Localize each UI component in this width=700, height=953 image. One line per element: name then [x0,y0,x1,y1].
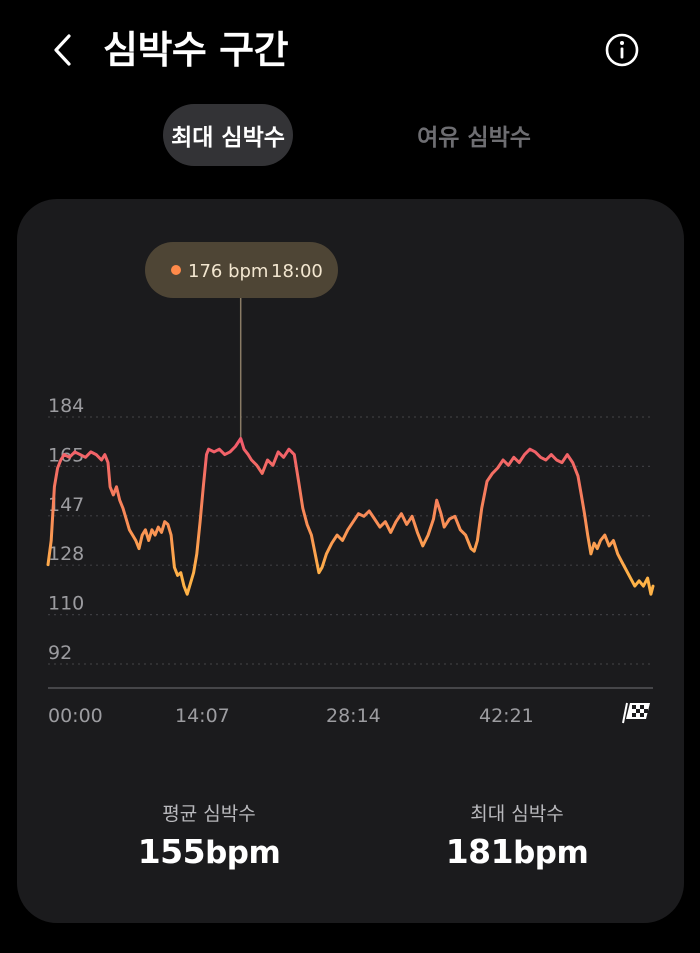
max-heart-rate-label: 최대 심박수 [470,803,564,825]
avg-heart-rate-value: 155bpm [89,832,329,871]
x-tick-label: 00:00 [48,705,103,727]
tooltip-value: 176 bpm [188,261,268,282]
header: 심박수 구간 [0,0,700,100]
finish-flag-icon [622,702,650,724]
avg-heart-rate-label: 평균 심박수 [162,803,256,825]
max-heart-rate-number: 181 [445,832,514,871]
tab-bar: 최대 심박수 여유 심박수 [0,104,700,168]
y-tick-label: 92 [48,642,72,664]
x-tick-label: 28:14 [326,705,381,727]
tab-reserve-heart-rate[interactable]: 여유 심박수 [417,125,531,151]
max-heart-rate-stat: 최대 심박수 181bpm [397,799,637,871]
info-button[interactable] [600,28,644,72]
y-tick-label: 110 [48,593,84,615]
tab-max-heart-rate[interactable]: 최대 심박수 [163,104,293,166]
page-title: 심박수 구간 [103,28,289,72]
chevron-left-icon [54,34,71,66]
y-tick-label: 184 [48,395,84,417]
y-tick-label: 128 [48,543,84,565]
avg-heart-rate-unit: bpm [205,835,281,871]
avg-heart-rate-number: 155 [137,832,206,871]
tooltip-bubble [145,242,338,298]
x-axis-ticks: 00:00 14:07 28:14 42:21 [48,705,534,727]
x-tick-label: 42:21 [479,705,534,727]
x-tick-label: 14:07 [175,705,230,727]
tooltip-time: 18:00 [271,261,323,282]
tooltip: 176 bpm 18:00 [145,242,338,298]
max-heart-rate-unit: bpm [513,835,589,871]
series-line-heart-rate [46,437,655,596]
back-button[interactable] [40,26,84,74]
tooltip-dot [171,265,181,275]
chart-card: 184 165 147 128 110 92 00:00 14:07 28:14 42:21 1… [17,199,684,923]
chart-grid [48,416,653,665]
avg-heart-rate-stat: 평균 심박수 155bpm [89,799,329,871]
info-circle-icon [605,33,639,67]
y-tick-label: 147 [48,494,84,516]
max-heart-rate-value: 181bpm [397,832,637,871]
